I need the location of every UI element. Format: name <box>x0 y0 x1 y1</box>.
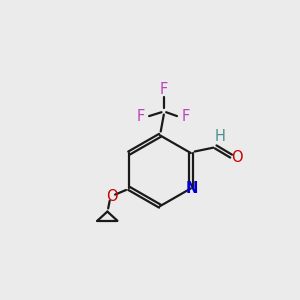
Text: F: F <box>182 110 190 124</box>
Text: F: F <box>160 82 168 98</box>
Text: F: F <box>136 110 145 124</box>
Text: H: H <box>215 129 226 144</box>
Text: O: O <box>232 150 243 165</box>
Text: O: O <box>106 189 118 204</box>
Text: N: N <box>185 181 198 196</box>
